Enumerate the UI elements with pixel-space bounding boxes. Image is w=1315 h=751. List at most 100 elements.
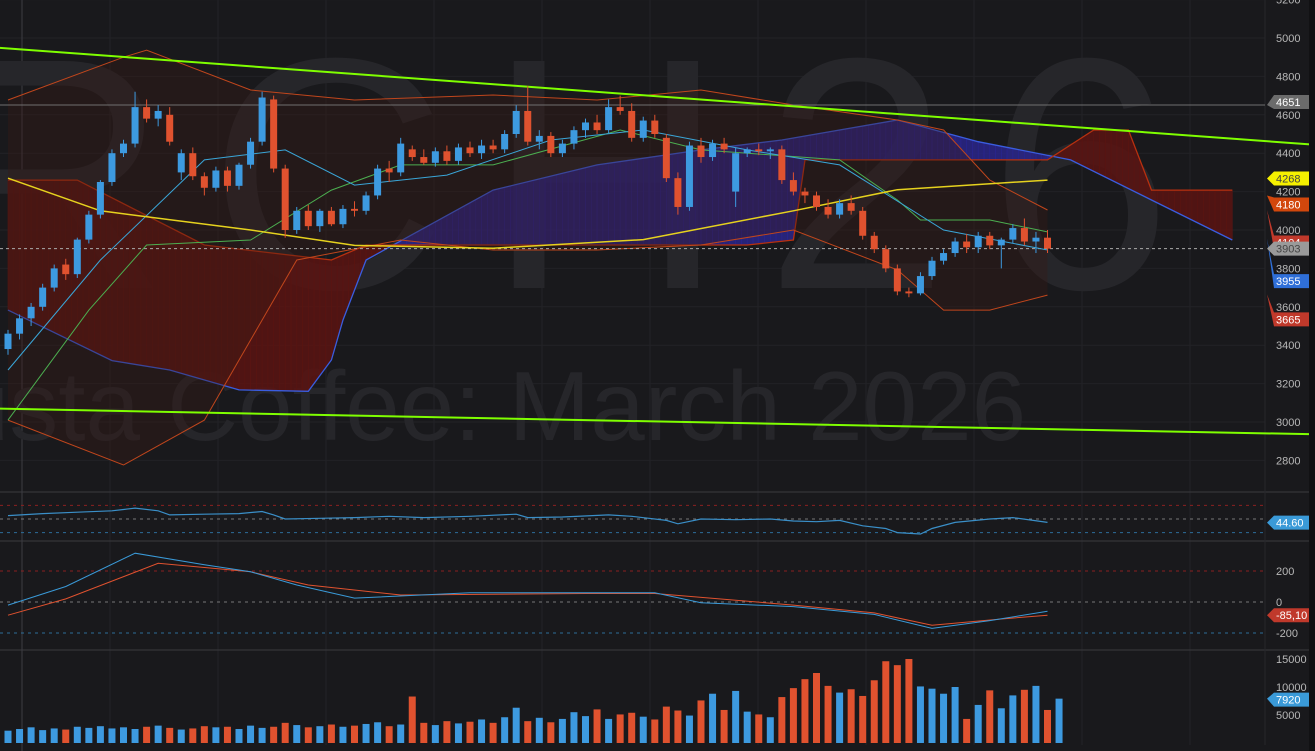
indicator-lines [0, 46, 1315, 436]
candle-body [547, 135, 555, 154]
candle-body [131, 107, 139, 144]
volume-bar [928, 688, 936, 743]
volume-bar [859, 695, 867, 743]
macd-line [7, 552, 1048, 629]
candle-body [431, 151, 439, 163]
volume-bar [431, 725, 439, 743]
volume-bar [420, 722, 428, 743]
candle-body [512, 110, 520, 134]
cloud-segment [1087, 129, 1094, 172]
price-tick-label: 4800 [1276, 71, 1300, 83]
candle-body [847, 203, 855, 211]
volume-bar [478, 719, 486, 743]
candle-body [755, 149, 763, 152]
price-tag: 3903 [1276, 244, 1300, 256]
volume-bar [177, 729, 185, 743]
volume-bar [836, 692, 844, 743]
cloud-segment [1214, 189, 1222, 235]
candle-body [685, 145, 693, 207]
volume-bar [1055, 698, 1063, 743]
volume-bar [374, 722, 382, 743]
cloud-segment [1168, 189, 1175, 212]
bollinger-lower-line [7, 229, 1048, 466]
price-axis[interactable]: 5200 5000 4800 4600 4400 4200 4000 3800 3600 3400… [1276, 0, 1307, 722]
cloud-segment [1093, 129, 1100, 175]
volume-bar [997, 708, 1005, 743]
cloud-segment [1226, 189, 1233, 241]
oscillator-tag-bg [1267, 515, 1309, 530]
cloud-segment [1122, 129, 1129, 190]
price-tick-label: 4200 [1276, 187, 1300, 199]
price-tick-label: 2800 [1276, 455, 1300, 467]
volume-bar [166, 727, 174, 743]
candle-body [778, 149, 786, 181]
macd-signal-line [7, 562, 1048, 626]
cloud-segment [296, 255, 303, 392]
volume-bar [85, 727, 93, 743]
volume-bar [443, 721, 451, 743]
candle-body [628, 110, 636, 138]
candle-body [374, 168, 382, 196]
volume-bar [558, 718, 566, 743]
volume-bar [304, 727, 312, 743]
volume-bar [96, 726, 104, 743]
bollinger-upper-line [7, 49, 1048, 211]
bollinger-fill [8, 50, 1048, 465]
price-tag-bg [1267, 210, 1309, 250]
volume-bar [189, 728, 197, 743]
volume-tick-label: 5000 [1276, 710, 1300, 722]
volume-bar [281, 722, 289, 743]
volume-bar [327, 724, 335, 743]
volume-bar [351, 725, 358, 743]
candle-body [720, 143, 728, 150]
volume-bar [27, 727, 35, 743]
price-tick-label: 3800 [1276, 263, 1300, 275]
price-tick-label: 4000 [1276, 225, 1300, 237]
volume-bar [524, 721, 532, 743]
candle-body [951, 241, 959, 254]
cloud-segment [1208, 189, 1216, 232]
candle-body [385, 168, 393, 173]
candle-body [235, 164, 243, 186]
cloud-segment [1180, 189, 1187, 218]
candle-body [351, 208, 358, 211]
oscillator-tag: 44.60 [1276, 518, 1304, 530]
volume-bar [951, 687, 959, 743]
volume-bar [720, 709, 728, 743]
candle-body [662, 137, 670, 179]
cloud-segment [1076, 136, 1083, 167]
candle-body [974, 235, 982, 248]
volume-bar [73, 726, 81, 743]
volume-bar [628, 712, 636, 743]
candle-body [1009, 228, 1017, 240]
cloud-segment [1174, 189, 1181, 215]
candle-body [16, 318, 24, 334]
cloud-segment [983, 142, 991, 161]
price-tag-bg [1267, 95, 1309, 110]
candle-body [4, 333, 12, 350]
volume-bar [605, 718, 613, 743]
candle-body [270, 99, 278, 169]
candle-body [997, 239, 1005, 246]
ma-cyan-line [7, 129, 1048, 371]
candle-body [905, 291, 913, 294]
candle-body [605, 107, 613, 131]
candle-body [39, 287, 47, 307]
candle-body [501, 134, 509, 150]
cloud-segment [1006, 147, 1014, 161]
candle-body [166, 114, 174, 142]
volume-bar [743, 711, 751, 743]
cloud-segment [1110, 129, 1118, 184]
candle-body [766, 149, 774, 152]
candle-body [928, 260, 936, 277]
volume-bar [1044, 709, 1051, 743]
volume-bar [4, 730, 12, 743]
scrollbar[interactable] [1309, 0, 1315, 751]
candle-body [870, 235, 878, 250]
volume-bar [50, 728, 58, 743]
volume-bar [212, 727, 220, 743]
volume-bar [685, 715, 693, 743]
candle-body [200, 176, 208, 188]
volume-bar [801, 679, 809, 743]
